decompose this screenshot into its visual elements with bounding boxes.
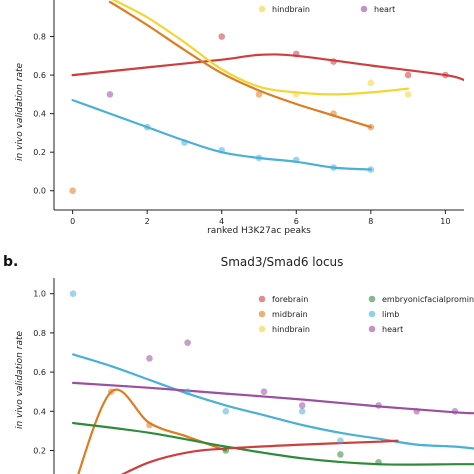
panel-b-legend-marker-hindbrain [258,325,266,333]
panel-b-heart-point [298,402,306,409]
panel-b-heart-point [260,388,268,395]
panel-b-embryonicfacialprominence-point [375,458,382,466]
panel-b-y-tick-label: 0.2 [33,446,46,455]
panel-b-title: Smad3/Smad6 locus [221,255,344,269]
panel-a-x-tick-label: 0 [70,217,75,226]
panel-a-forebrain-fit-line [71,53,464,81]
panel-a-hindbrain-point [292,91,300,98]
panel-a-y-tick-label: 0.4 [33,110,46,119]
panel-b-legend-marker-limb [368,310,376,318]
panel-b-y-tick-label: 0.4 [33,407,46,416]
panel-b-midbrain-point [107,388,115,395]
panel-a-hindbrain-fit-line [111,0,410,96]
panel-a-heart-point [106,91,114,98]
panel-b-limb-point [298,407,306,415]
panel-b-limb-point [337,437,344,444]
panel-b-legend-label-heart: heart [382,325,403,334]
panel-b-y-tick-label: 0.6 [33,368,46,377]
panel-a-midbrain-point [330,110,337,117]
panel-a-y-tick-label: 0.2 [33,148,46,157]
panel-b-heart-point [184,339,191,346]
panel-a-x-tick-label: 4 [219,217,224,226]
panel-b-limb-point [69,290,77,297]
panel-a-forebrain-point [404,71,412,79]
panel-b-plot: 0.2 0.4 0.6 0.8 1.0 forebrain embryonicfacialp… [33,278,474,474]
panel-b-label: b. [3,254,18,270]
panel-a-x-tick-label: 8 [368,217,373,226]
panel-a-x-tick-label: 10 [440,217,450,226]
panel-a-legend-label-hindbrain: hindbrain [272,5,310,14]
panel-b-legend-label-embryonicfacialprominence: embryonicfacialprominence [382,295,474,304]
panel-b-legend-marker-heart [368,325,376,333]
panel-a-limb-point [330,164,337,171]
panel-a-forebrain-point [442,71,449,79]
panel-a-limb-point [143,123,151,131]
panel-b-y-axis-label: in vivo validation rate [15,331,25,430]
panel-a-forebrain-point [330,58,337,65]
panel-b-embryonicfacialprominence-point [222,447,230,454]
panel-b-embryonicfacialprominence-point [337,451,344,458]
panel-a-x-tick-label: 2 [145,217,150,226]
panel-b-heart-fit-line [72,381,474,415]
panel-b-heart-point [413,407,421,415]
panel-a-limb-point [181,139,188,146]
panel-a-legend-label-heart: heart [374,5,395,14]
panel-b-heart-point [146,355,153,362]
panel-a-midbrain-fit-line [108,0,372,129]
panel-a-forebrain-point [218,33,226,40]
panel-b-embryonicfacialprominence-fit-line [72,421,474,466]
panel-a-limb-point [292,156,300,164]
panel-b-midbrain-point [146,421,153,429]
panel-a-plot: 0.0 0.2 0.4 0.6 0.8 0 2 4 6 8 10 hindbrain heart [33,0,464,226]
panel-b-forebrain-fit-line [120,439,399,474]
panel-a-limb-fit-line [71,99,372,171]
panel-a-forebrain-point [292,50,300,58]
panel-a-midbrain-point [69,187,76,195]
panel-b-legend-label-limb: limb [382,310,399,319]
panel-a-y-tick-label: 0.8 [33,33,46,42]
panel-b-y-tick-label: 1.0 [33,290,46,299]
panel-b-heart-point [375,402,382,409]
panel-b-midbrain-fit-line [77,388,227,474]
panel-b-legend-marker-embryonicfacialprominence [368,295,376,303]
panel-b-legend-marker-forebrain [258,295,266,303]
panel-a-hindbrain-point [404,91,412,98]
panel-a-legend-marker-heart [360,5,368,13]
panel-a-limb-point [218,146,226,154]
panel-b-legend-marker-midbrain [258,310,266,318]
panel-b-legend-label-forebrain: forebrain [272,295,308,304]
panel-b-legend-label-hindbrain: hindbrain [272,325,310,334]
panel-b-legend-label-midbrain: midbrain [272,310,308,319]
panel-a-limb-point [255,154,263,162]
panel-a-limb-point [367,166,375,173]
panel-b-limb-point [184,388,191,395]
panel-a-midbrain-point [367,123,375,131]
panel-a-legend-marker-hindbrain [258,5,266,13]
panel-a-y-tick-label: 0.0 [33,187,46,196]
panel-b-y-tick-label: 0.8 [33,329,46,338]
panel-a-midbrain-point [255,91,263,98]
panel-a-y-tick-label: 0.6 [33,71,46,80]
panel-a-hindbrain-point [367,79,375,87]
panel-a-x-tick-label: 6 [294,217,299,226]
panel-a-x-axis-label: ranked H3K27ac peaks [207,226,311,236]
panel-b-heart-point [451,407,459,415]
panel-b-limb-fit-line [72,353,474,450]
panel-b-limb-point [222,407,230,415]
panel-a-y-axis-label: in vivo validation rate [15,63,25,162]
